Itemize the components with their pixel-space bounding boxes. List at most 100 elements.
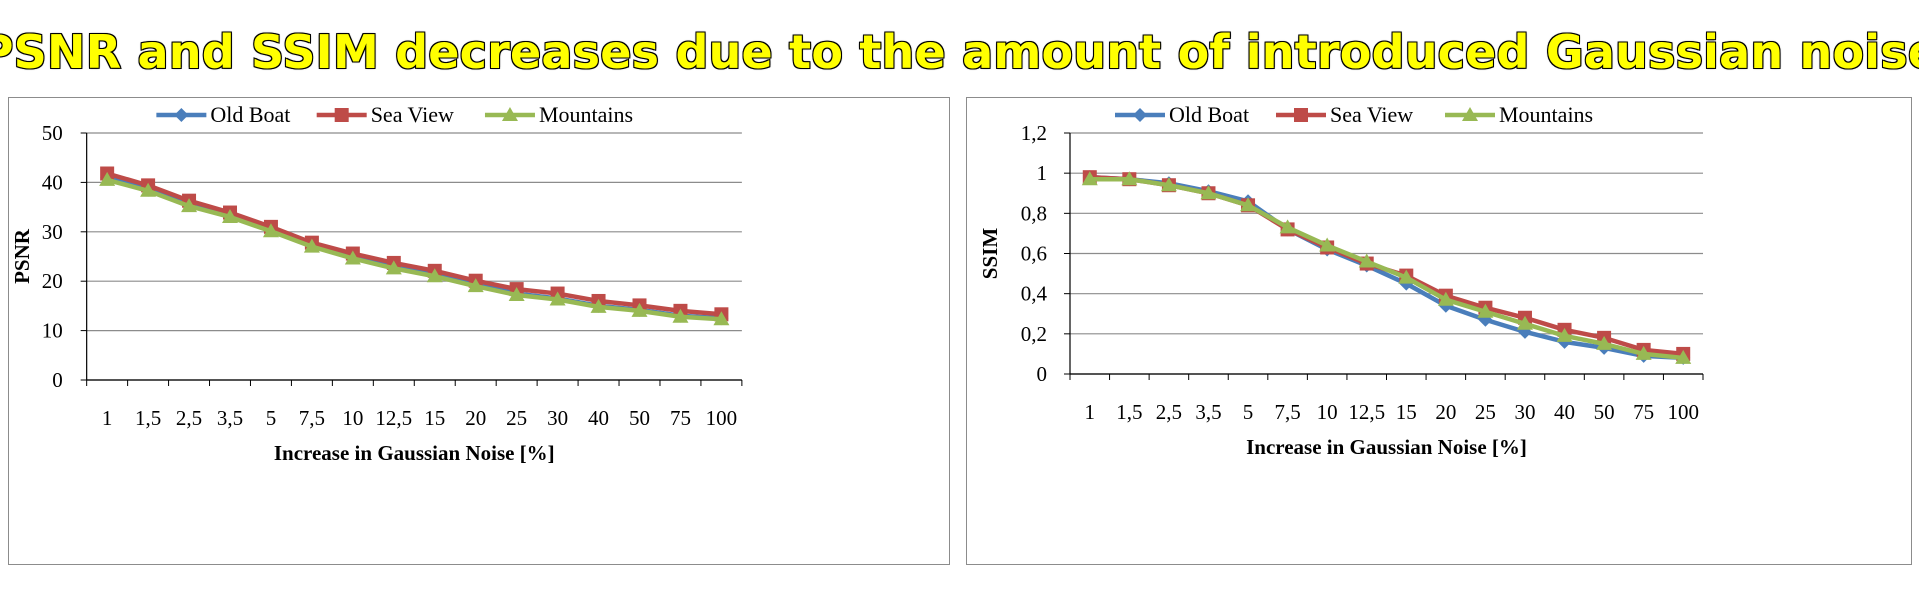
legend-marker xyxy=(1462,107,1478,121)
x-tick-label: 3,5 xyxy=(217,406,243,430)
x-tick-label: 1,5 xyxy=(1116,400,1142,424)
data-point xyxy=(181,198,198,213)
x-tick-label: 100 xyxy=(1667,400,1699,424)
legend-label: Mountains xyxy=(539,102,633,127)
x-tick-label: 15 xyxy=(424,406,445,430)
data-point xyxy=(1635,345,1652,360)
x-tick-label: 25 xyxy=(1475,400,1496,424)
y-axis-title: SSIM xyxy=(978,228,1002,280)
y-tick-label: 30 xyxy=(42,220,63,244)
x-tick-label: 5 xyxy=(266,406,277,430)
legend-marker xyxy=(501,107,518,121)
series-line-sea-view xyxy=(1089,174,1684,357)
x-tick-label: 30 xyxy=(1514,400,1535,424)
legend-marker xyxy=(174,108,189,122)
x-tick-label: 75 xyxy=(670,406,691,430)
slide-title: PSNR and SSIM decreases due to the amoun… xyxy=(0,24,1919,80)
x-tick-label: 12,5 xyxy=(375,406,412,430)
data-point xyxy=(672,308,689,323)
data-point xyxy=(1437,291,1454,306)
data-point xyxy=(303,238,320,253)
data-point xyxy=(1398,269,1415,284)
data-point xyxy=(1200,185,1217,200)
x-tick-label: 12,5 xyxy=(1348,400,1385,424)
data-point xyxy=(140,182,157,197)
x-tick-label: 5 xyxy=(1243,400,1254,424)
legend-label: Sea View xyxy=(371,102,454,127)
series-line-sea-view xyxy=(106,171,722,317)
legend-marker xyxy=(334,108,349,122)
psnr-chart: 0 10 20 30 40 50 1 1,5 2,5 3,5 5 7,5 10 12,5 15 20 25 30 4… xyxy=(10,102,743,465)
data-point xyxy=(262,223,279,238)
legend-label: Old Boat xyxy=(210,102,290,127)
y-tick-label: 0,6 xyxy=(1021,242,1047,266)
x-tick-label: 10 xyxy=(1317,400,1338,424)
data-point xyxy=(426,268,443,283)
psnr-chart-panel: 0 10 20 30 40 50 1 1,5 2,5 3,5 5 7,5 10 12,5 15 20 25 30 4… xyxy=(8,97,950,565)
legend-marker xyxy=(1294,108,1308,122)
data-point xyxy=(1516,315,1533,330)
legend-label: Old Boat xyxy=(1169,102,1249,127)
data-point xyxy=(467,278,484,293)
x-tick-label: 7,5 xyxy=(299,406,325,430)
x-axis-title: Increase in Gaussian Noise [%] xyxy=(1246,435,1527,459)
y-tick-label: 40 xyxy=(42,170,63,194)
x-tick-label: 50 xyxy=(1594,400,1615,424)
y-tick-label: 1 xyxy=(1037,161,1048,185)
y-tick-label: 10 xyxy=(42,319,63,343)
data-point xyxy=(99,171,116,186)
data-point xyxy=(1675,349,1692,364)
x-tick-label: 75 xyxy=(1633,400,1654,424)
data-point xyxy=(631,302,648,317)
x-tick-label: 15 xyxy=(1396,400,1417,424)
x-tick-label: 2,5 xyxy=(1156,400,1182,424)
data-point xyxy=(221,208,238,223)
data-point xyxy=(508,287,525,302)
data-point xyxy=(385,260,402,275)
data-point xyxy=(1279,219,1296,234)
y-tick-label: 0,8 xyxy=(1021,201,1047,225)
data-point xyxy=(1160,177,1177,192)
data-point xyxy=(1319,237,1336,252)
series-line-mountains xyxy=(1089,176,1684,361)
data-point xyxy=(1081,171,1098,186)
x-tick-label: 2,5 xyxy=(176,406,202,430)
y-tick-label: 0,4 xyxy=(1021,282,1048,306)
x-tick-label: 1 xyxy=(1085,400,1096,424)
data-point xyxy=(1556,327,1573,342)
y-tick-label: 20 xyxy=(42,269,63,293)
x-tick-label: 40 xyxy=(1554,400,1575,424)
y-tick-label: 0 xyxy=(1037,362,1048,386)
x-tick-label: 1 xyxy=(102,406,113,430)
x-tick-label: 40 xyxy=(588,406,609,430)
x-tick-label: 50 xyxy=(629,406,650,430)
data-point xyxy=(1121,171,1138,186)
legend-label: Mountains xyxy=(1499,102,1593,127)
x-tick-label: 10 xyxy=(342,406,363,430)
y-tick-label: 0,2 xyxy=(1021,322,1047,346)
data-point xyxy=(713,311,730,326)
x-tick-label: 30 xyxy=(547,406,568,430)
series-line-old-boat xyxy=(106,175,722,321)
series-line-mountains xyxy=(106,177,722,322)
legend-label: Sea View xyxy=(1330,102,1413,127)
y-axis-title: PSNR xyxy=(10,228,34,284)
x-tick-label: 20 xyxy=(1435,400,1456,424)
x-tick-label: 3,5 xyxy=(1195,400,1221,424)
x-tick-label: 100 xyxy=(706,406,738,430)
x-tick-label: 7,5 xyxy=(1274,400,1300,424)
legend-marker xyxy=(1133,108,1147,122)
x-tick-label: 1,5 xyxy=(135,406,161,430)
data-point xyxy=(1358,253,1375,268)
y-tick-label: 1,2 xyxy=(1021,121,1047,145)
data-point xyxy=(344,250,361,265)
ssim-chart-panel: 0 0,2 0,4 0,6 0,8 1 1,2 1 1,5 2,5 3,5 5 7,5 10 12,5 15 2… xyxy=(966,97,1912,565)
x-tick-label: 25 xyxy=(506,406,527,430)
data-point xyxy=(1596,335,1613,350)
data-point xyxy=(549,291,566,306)
data-point xyxy=(1240,197,1257,212)
data-point xyxy=(1477,303,1494,318)
x-tick-label: 20 xyxy=(465,406,486,430)
y-tick-label: 0 xyxy=(52,368,63,392)
ssim-chart: 0 0,2 0,4 0,6 0,8 1 1,2 1 1,5 2,5 3,5 5 7,5 10 12,5 15 2… xyxy=(978,102,1704,459)
